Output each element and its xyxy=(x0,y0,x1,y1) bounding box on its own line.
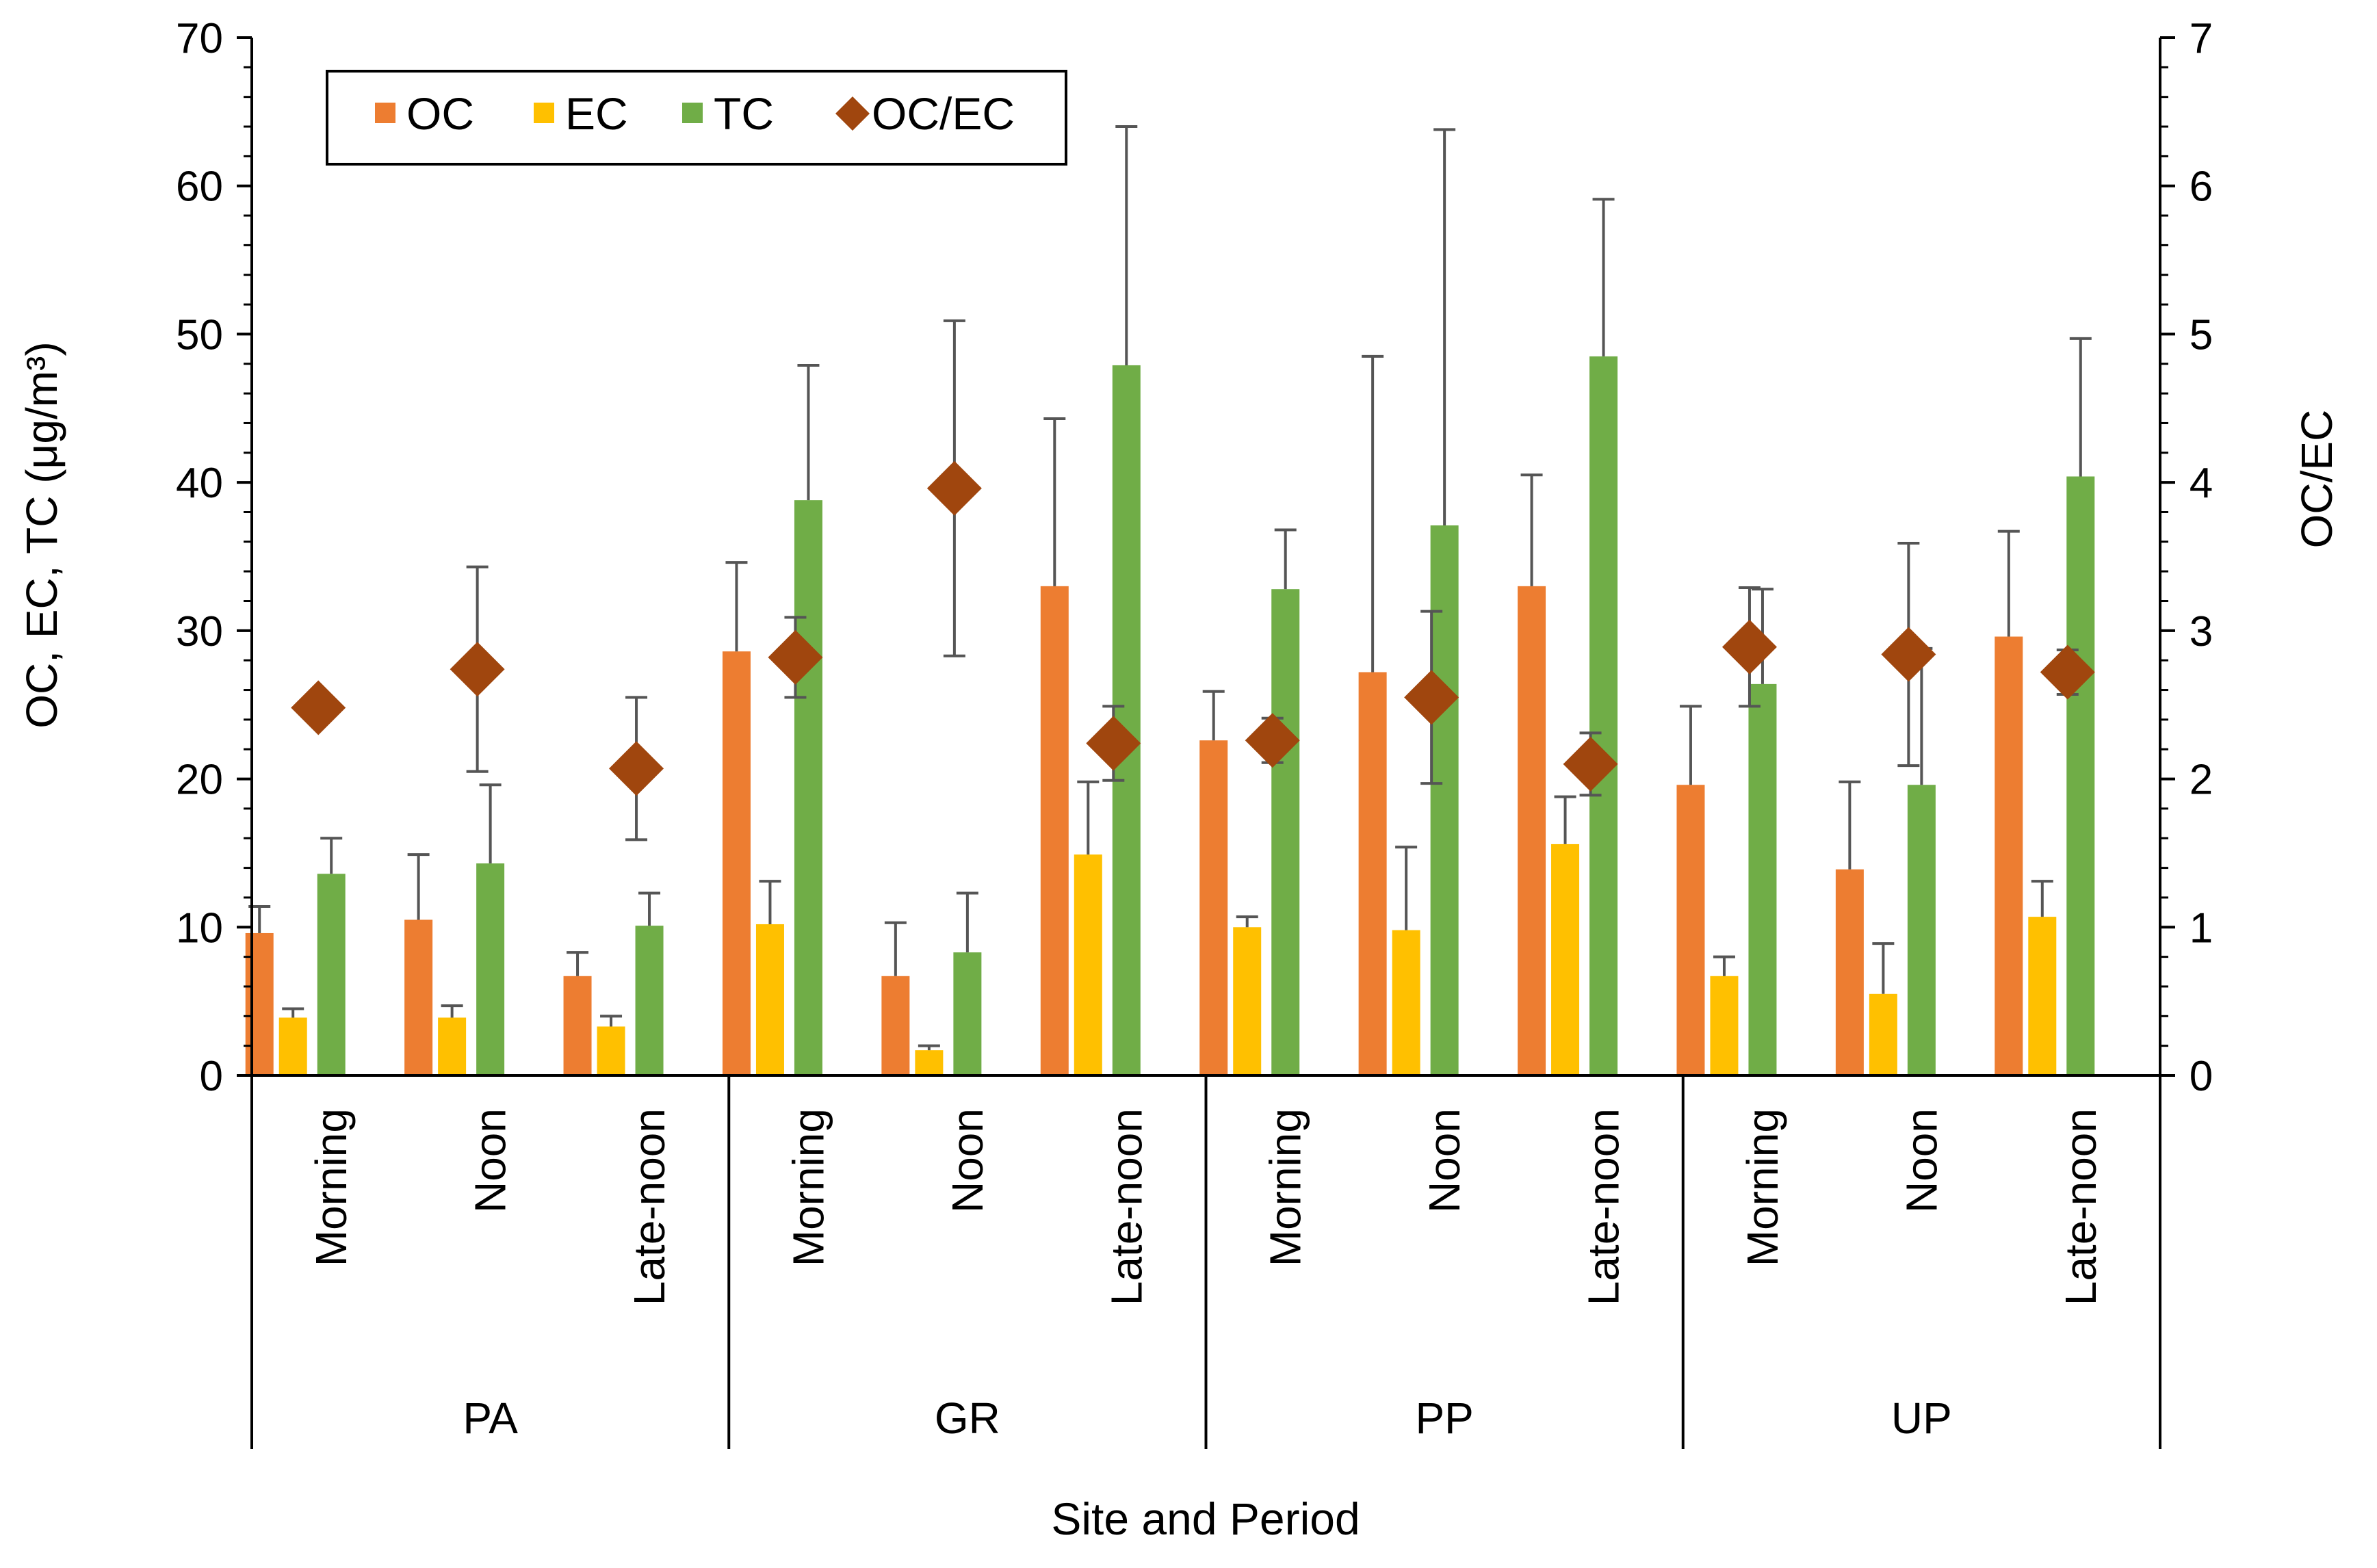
bar-tc xyxy=(1271,589,1300,1075)
period-label: Noon xyxy=(1420,1108,1469,1213)
left-y-tick-label: 10 xyxy=(176,904,223,952)
right-y-tick-label: 2 xyxy=(2190,757,2213,804)
ocec-diamond xyxy=(1722,619,1777,675)
left-y-tick-label: 40 xyxy=(176,460,223,507)
bar-tc xyxy=(317,874,346,1075)
period-label: Late-noon xyxy=(2056,1108,2105,1305)
legend-label: OC xyxy=(406,88,474,139)
bar-ec xyxy=(438,1017,467,1075)
bar-tc xyxy=(953,952,982,1075)
left-y-tick-label: 50 xyxy=(176,311,223,358)
bar-ec xyxy=(1551,844,1580,1075)
site-label: UP xyxy=(1891,1394,1952,1443)
site-label: GR xyxy=(935,1394,1000,1443)
bar-oc xyxy=(1835,869,1864,1075)
bar-tc xyxy=(1589,356,1618,1075)
marker-layer xyxy=(291,460,2095,796)
bar-oc xyxy=(1518,586,1546,1075)
ocec-diamond xyxy=(1086,716,1141,771)
legend-swatch-tc xyxy=(682,103,703,123)
period-label: Morning xyxy=(1261,1108,1310,1266)
right-y-tick-label: 4 xyxy=(2190,460,2213,507)
period-label: Morning xyxy=(1738,1108,1787,1266)
bar-oc xyxy=(722,651,751,1075)
right-y-tick-label: 3 xyxy=(2190,608,2213,655)
bar-tc xyxy=(635,926,664,1075)
error-bar-layer xyxy=(248,125,2092,1051)
bar-oc xyxy=(1199,740,1228,1075)
left-y-tick-label: 0 xyxy=(200,1053,223,1100)
period-label: Morning xyxy=(783,1108,833,1266)
right-y-axis-title: OC/EC xyxy=(2292,410,2341,549)
bar-tc xyxy=(2066,476,2095,1075)
bar-ec xyxy=(2028,917,2057,1075)
ocec-diamond xyxy=(1881,627,1936,682)
site-label: PP xyxy=(1415,1394,1473,1443)
ocec-diamond xyxy=(1245,713,1300,768)
bar-oc xyxy=(881,976,910,1075)
legend: OC EC TC OC/EC xyxy=(326,70,1067,166)
ocec-diamond xyxy=(926,460,982,516)
bar-layer xyxy=(245,356,2095,1075)
bar-oc xyxy=(563,976,592,1075)
bar-ec xyxy=(278,1017,307,1075)
ocec-diamond xyxy=(450,642,505,697)
ocec-diamond xyxy=(609,741,664,796)
left-y-tick-label: 30 xyxy=(176,608,223,655)
legend-label: TC xyxy=(714,88,774,139)
legend-swatch-oc xyxy=(375,103,395,123)
bar-oc xyxy=(1040,586,1069,1075)
bar-oc xyxy=(245,932,274,1075)
bar-ec xyxy=(1074,854,1102,1075)
left-y-tick-label: 70 xyxy=(176,15,223,62)
ocec-diamond xyxy=(2040,644,2095,700)
bar-ec xyxy=(1392,930,1420,1075)
ocec-diamond xyxy=(1563,736,1618,792)
bar-oc xyxy=(404,919,433,1075)
period-label: Late-noon xyxy=(1579,1108,1628,1305)
legend-label: EC xyxy=(565,88,628,139)
period-label: Late-noon xyxy=(1102,1108,1151,1305)
right-y-tick-label: 5 xyxy=(2190,311,2213,358)
ocec-diamond xyxy=(291,680,346,735)
bar-ec xyxy=(915,1050,944,1075)
bar-oc xyxy=(1358,672,1387,1075)
right-y-tick-label: 0 xyxy=(2190,1053,2213,1100)
axes-layer: 0 10 20 30 40 50 60 70 0 1 2 3 4 5 6 7 PA Morning Noon Late… xyxy=(176,15,2213,1449)
left-y-tick-label: 60 xyxy=(176,164,223,211)
legend-swatch-ocec xyxy=(835,96,870,131)
bar-oc xyxy=(1995,636,2023,1075)
bar-ec xyxy=(1869,993,1897,1075)
legend-label: OC/EC xyxy=(872,88,1015,139)
left-y-axis-title: OC, EC, TC (μg/m³) xyxy=(17,341,66,728)
site-label: PA xyxy=(463,1394,518,1443)
bar-tc xyxy=(1907,785,1936,1075)
period-label: Noon xyxy=(466,1108,515,1213)
right-y-tick-label: 6 xyxy=(2190,164,2213,211)
bar-oc xyxy=(1676,785,1705,1075)
bar-tc xyxy=(1430,525,1459,1075)
bar-ec xyxy=(1233,927,1262,1075)
x-axis-title: Site and Period xyxy=(1051,1493,1360,1544)
bar-tc xyxy=(476,863,505,1075)
bar-ec xyxy=(597,1026,625,1075)
period-label: Noon xyxy=(943,1108,992,1213)
period-label: Late-noon xyxy=(625,1108,674,1305)
period-label: Morning xyxy=(307,1108,356,1266)
right-y-tick-label: 7 xyxy=(2190,15,2213,62)
bar-ec xyxy=(755,924,784,1075)
bar-tc xyxy=(794,500,822,1075)
left-y-tick-label: 20 xyxy=(176,757,223,804)
period-label: Noon xyxy=(1897,1108,1946,1213)
ocec-diamond xyxy=(1404,670,1459,725)
right-y-tick-label: 1 xyxy=(2190,904,2213,952)
legend-swatch-ec xyxy=(534,103,554,123)
bar-ec xyxy=(1710,976,1739,1075)
ocec-diamond xyxy=(768,629,823,685)
bar-tc xyxy=(1748,683,1777,1075)
